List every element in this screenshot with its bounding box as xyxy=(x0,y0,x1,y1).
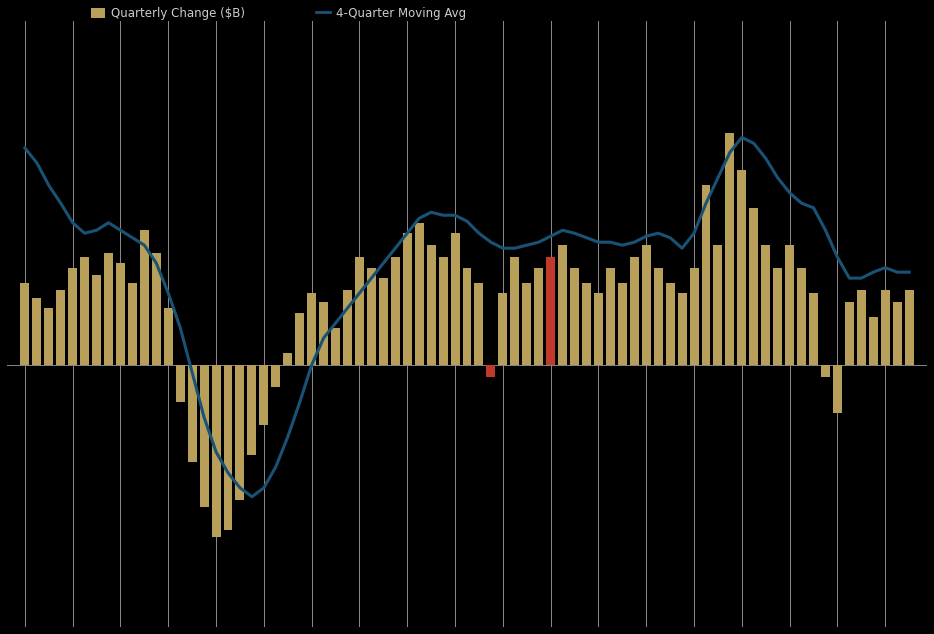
Bar xyxy=(522,283,531,365)
Bar xyxy=(21,283,29,365)
Bar xyxy=(905,290,913,365)
Bar xyxy=(415,223,424,365)
Bar xyxy=(44,308,53,365)
Bar xyxy=(427,245,435,365)
Bar xyxy=(559,245,567,365)
Bar xyxy=(307,293,316,365)
Bar xyxy=(606,268,615,365)
Bar xyxy=(833,365,842,413)
Bar xyxy=(570,268,579,365)
Bar xyxy=(104,253,113,365)
Bar xyxy=(56,290,65,365)
Bar xyxy=(390,257,400,365)
Bar xyxy=(856,290,866,365)
Bar xyxy=(821,365,830,377)
Bar xyxy=(642,245,651,365)
Bar xyxy=(499,293,507,365)
Bar xyxy=(116,263,125,365)
Bar xyxy=(714,245,722,365)
Bar xyxy=(33,297,41,365)
Bar xyxy=(248,365,257,455)
Bar xyxy=(689,268,699,365)
Bar xyxy=(749,208,758,365)
Bar xyxy=(176,365,185,403)
Bar xyxy=(235,365,245,500)
Bar xyxy=(188,365,197,462)
Bar xyxy=(737,171,746,365)
Bar xyxy=(331,328,340,365)
Bar xyxy=(223,365,233,530)
Bar xyxy=(128,283,137,365)
Bar xyxy=(343,290,352,365)
Bar xyxy=(403,233,412,365)
Bar xyxy=(893,302,901,365)
Bar xyxy=(785,245,794,365)
Bar xyxy=(367,268,375,365)
Bar xyxy=(163,308,173,365)
Bar xyxy=(379,278,388,365)
Bar xyxy=(439,257,447,365)
Bar xyxy=(594,293,603,365)
Bar xyxy=(487,365,495,377)
Bar xyxy=(152,253,161,365)
Bar xyxy=(200,365,208,507)
Bar xyxy=(809,293,818,365)
Bar xyxy=(630,257,639,365)
Bar xyxy=(761,245,771,365)
Bar xyxy=(845,302,854,365)
Bar xyxy=(654,268,662,365)
Bar xyxy=(546,257,555,365)
Bar xyxy=(701,185,711,365)
Bar xyxy=(319,302,328,365)
Bar xyxy=(677,293,686,365)
Bar xyxy=(666,283,674,365)
Bar xyxy=(140,230,149,365)
Bar xyxy=(618,283,627,365)
Bar xyxy=(450,233,460,365)
Bar xyxy=(283,353,292,365)
Bar xyxy=(272,365,280,387)
Bar xyxy=(474,283,484,365)
Bar xyxy=(534,268,544,365)
Bar xyxy=(582,283,591,365)
Bar xyxy=(68,268,78,365)
Bar xyxy=(510,257,519,365)
Bar xyxy=(212,365,220,537)
Bar xyxy=(726,133,734,365)
Legend: Quarterly Change ($B), 4-Quarter Moving Avg: Quarterly Change ($B), 4-Quarter Moving … xyxy=(87,2,471,25)
Bar xyxy=(773,268,782,365)
Bar xyxy=(260,365,268,425)
Bar xyxy=(295,313,304,365)
Bar xyxy=(355,257,364,365)
Bar xyxy=(881,290,890,365)
Bar xyxy=(462,268,472,365)
Bar xyxy=(92,275,101,365)
Bar xyxy=(869,317,878,365)
Bar xyxy=(797,268,806,365)
Bar xyxy=(80,257,89,365)
